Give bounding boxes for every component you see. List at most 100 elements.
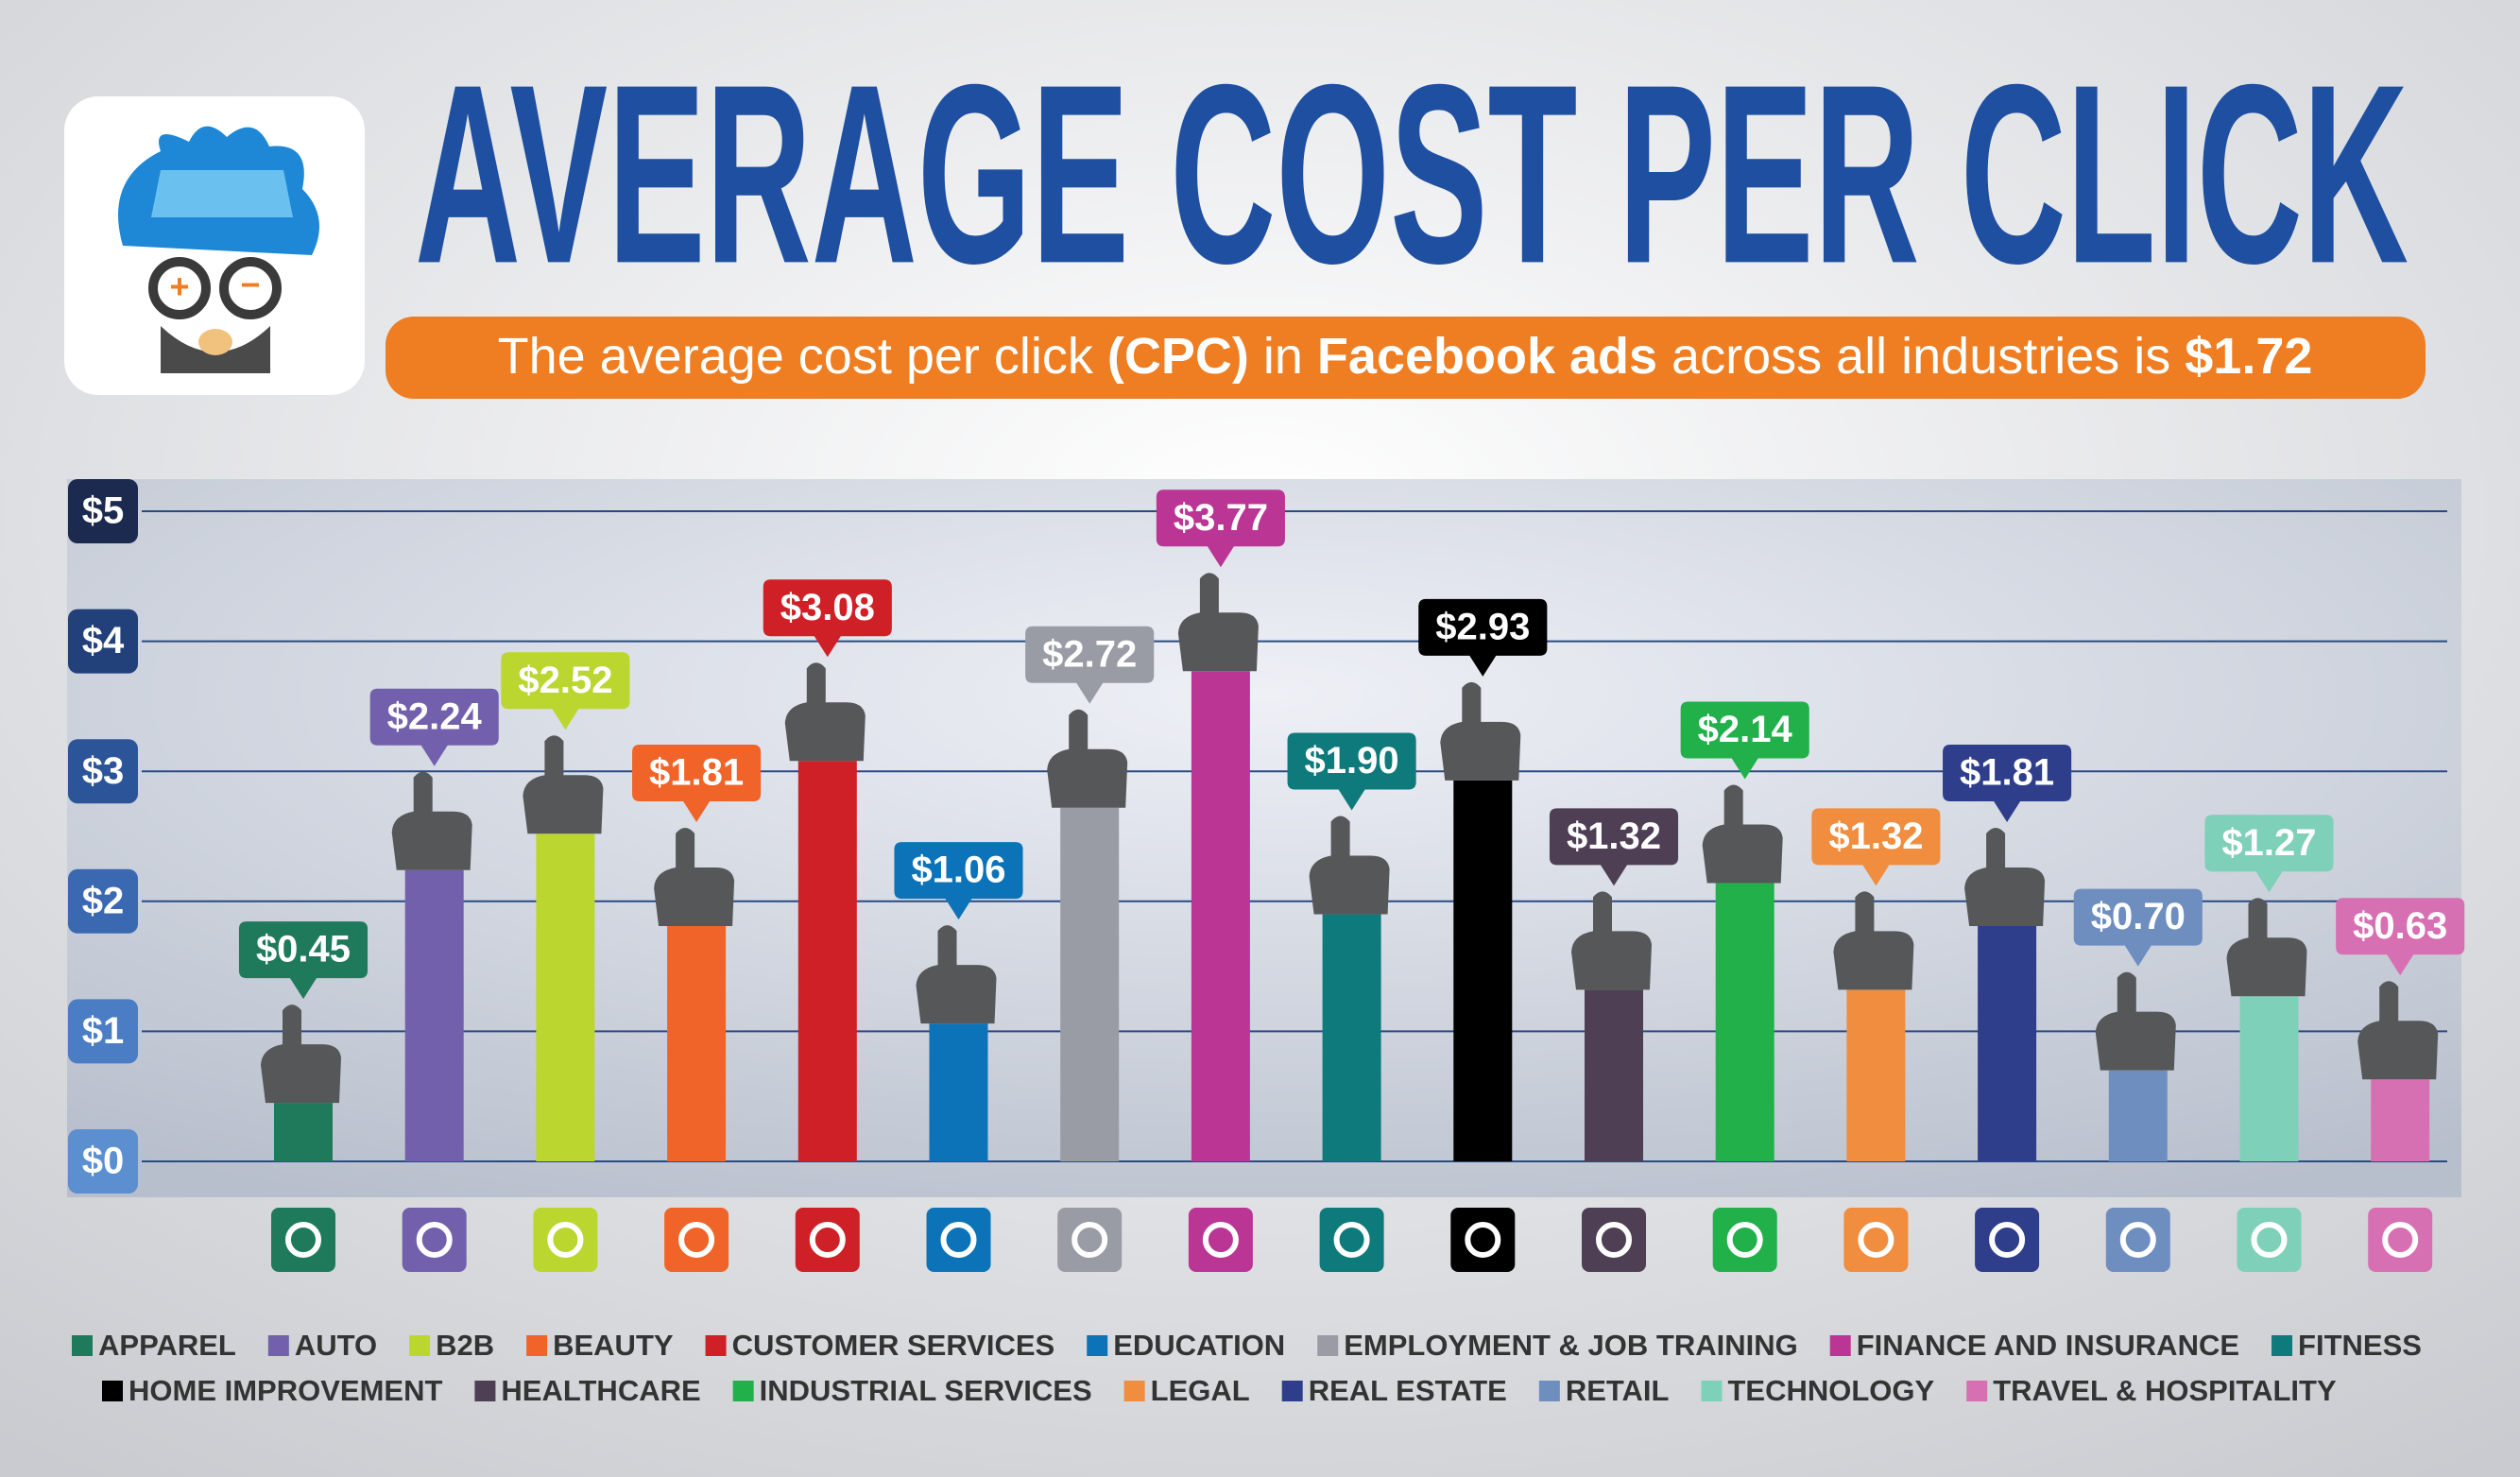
hand [1177,573,1259,672]
bubble-box [632,744,762,822]
category-icon-glyph [2119,1222,2156,1258]
legend-swatch [1123,1381,1145,1401]
value-label: $1.81 [649,752,744,794]
bubble-box [238,921,369,1000]
hand [2226,898,2307,997]
category-icon [1582,1208,1646,1272]
category-icon [402,1208,467,1272]
hand [1964,827,2046,926]
value-bubble: $1.32 [1549,808,1679,886]
legend-swatch [1087,1335,1108,1356]
hand [654,827,735,926]
legend-swatch [2271,1335,2293,1356]
category-icon-glyph [1596,1222,1632,1258]
value-label: $1.27 [2221,822,2316,864]
logo: + − [64,96,365,395]
category-icon [926,1208,991,1272]
category-icon-glyph [1465,1222,1501,1258]
category-icon-glyph [1071,1222,1108,1258]
value-label: $2.24 [387,696,483,737]
subtitle-part: The average cost per click [498,328,1107,385]
svg-text:+: + [169,267,189,306]
hand [1833,891,1914,990]
value-label: $2.93 [1435,606,1530,647]
hand [1571,891,1652,990]
subtitle-part: (CPC) [1107,328,1249,385]
bar [2239,996,2299,1161]
y-tick-label: $0 [82,1141,125,1182]
bubble-box [1025,626,1155,704]
bar [797,761,857,1161]
value-bubble: $0.70 [2073,888,2203,967]
bubble-box [894,842,1023,920]
value-label: $1.32 [1567,816,1661,857]
value-label: $1.90 [1305,740,1399,781]
value-label: $1.81 [1960,752,2054,794]
legend-swatch [474,1381,496,1401]
bar [1978,925,2037,1161]
value-label: $0.63 [2353,905,2447,947]
category-icon [533,1208,598,1272]
category-icon [795,1208,860,1272]
value-label: $0.70 [2091,896,2186,937]
value-bubble: $1.27 [2204,815,2334,893]
legend-swatch [267,1335,289,1356]
legend-swatch [526,1335,548,1356]
bubble-box [1287,732,1416,811]
legend-label: INDUSTRIAL SERVICES [760,1374,1092,1407]
category-icon-glyph [1989,1222,2026,1258]
bar [2108,1070,2168,1161]
hand [523,735,604,834]
subtitle-part: $1.72 [2185,328,2312,385]
category-icon-glyph [1858,1222,1894,1258]
subtitle-part: in [1249,328,1317,385]
category-icon-glyph [1202,1222,1239,1258]
value-label: $2.72 [1042,633,1137,675]
y-tick-box [68,999,138,1064]
category-icon-glyph [416,1222,453,1258]
value-bubble: $2.52 [501,652,630,730]
legend-swatch [102,1381,123,1401]
category-icon [2105,1208,2170,1272]
value-bubble: $2.93 [1418,598,1548,677]
category-icon [271,1208,335,1272]
value-label: $1.06 [911,850,1005,891]
y-tick-box [68,739,138,804]
legend-swatch [409,1335,431,1356]
hand [1702,784,1783,884]
subtitle-part: Facebook ads [1317,328,1657,385]
legend-label: HOME IMPROVEMENT [129,1374,442,1407]
subtitle-pill [386,317,2426,399]
bubble-box [1943,744,2072,822]
hand [261,1005,341,1104]
legend-swatch [1538,1381,1560,1401]
value-bubble: $2.72 [1025,626,1155,704]
y-tick-box [68,609,138,674]
value-bubble: $2.14 [1680,701,1809,780]
category-icon-glyph [2251,1222,2288,1258]
legend-swatch [1317,1335,1339,1356]
category-icon [1319,1208,1384,1272]
legend-swatch [72,1335,93,1356]
category-icon [2368,1208,2433,1272]
category-icon [1843,1208,1909,1272]
bubble-box [1549,808,1679,886]
value-label: $3.08 [780,587,875,628]
bar [929,1023,988,1161]
legend-label: HEALTHCARE [501,1374,700,1407]
bar [1715,883,1774,1161]
svg-text:−: − [240,266,260,304]
y-tick-label: $3 [82,750,125,792]
legend-label: AUTO [295,1329,377,1362]
legend-swatch [1701,1381,1723,1401]
value-bubble: $3.77 [1156,489,1285,568]
value-bubble: $0.63 [2336,898,2465,976]
bubble-box [1156,489,1285,568]
value-bubble: $1.81 [632,744,762,822]
legend-label: TRAVEL & HOSPITALITY [1993,1374,2337,1407]
y-tick-box [68,868,138,934]
hand [1309,816,1390,915]
category-icon [1975,1208,2040,1272]
bar [1060,807,1120,1161]
subtitle-part: across all industries is [1657,328,2185,385]
